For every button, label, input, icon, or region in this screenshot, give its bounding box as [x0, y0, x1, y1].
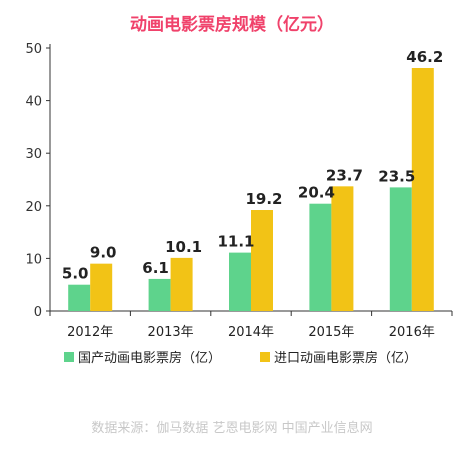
data-label: 19.2	[245, 190, 282, 208]
data-label: 23.7	[326, 166, 363, 184]
bars	[68, 67, 434, 311]
bar-imported	[90, 263, 113, 311]
y-tick-label: 50	[25, 42, 42, 57]
x-category-label: 2015年	[308, 325, 354, 340]
legend-swatch	[260, 352, 270, 362]
y-tick-label: 10	[25, 252, 42, 267]
x-category-label: 2014年	[228, 325, 274, 340]
bar-domestic	[148, 278, 171, 311]
bar-imported	[331, 186, 354, 311]
legend: 国产动画电影票房（亿） 进口动画电影票房（亿）	[64, 350, 417, 366]
source-note: 数据来源：伽马数据 艺恩电影网 中国产业信息网	[91, 420, 372, 436]
x-category-label: 2016年	[389, 325, 435, 340]
axes: 0 10 20 30 40 50 2012年 2013年 2014年 2015年 2016年	[25, 42, 453, 340]
chart-title: 动画电影票房规模（亿元）	[130, 14, 334, 35]
bar-domestic	[389, 187, 412, 311]
data-label: 11.1	[217, 233, 254, 251]
y-tick-label: 40	[25, 95, 42, 110]
data-label: 10.1	[165, 238, 202, 256]
legend-swatch	[64, 352, 74, 362]
y-tick-label: 30	[25, 147, 42, 162]
x-category-label: 2013年	[148, 325, 194, 340]
bar-imported	[170, 257, 193, 311]
bar-imported	[251, 210, 273, 311]
y-tick-label: 0	[34, 305, 42, 320]
bar-imported	[411, 67, 434, 311]
bar-domestic	[309, 203, 332, 311]
data-label: 23.5	[378, 167, 415, 185]
bar-domestic	[229, 252, 251, 311]
data-label: 9.0	[90, 244, 117, 262]
data-labels: 5.0 6.1 11.1 20.4 23.5 9.0 10.1 19.2 23.7 46.2	[62, 48, 443, 283]
legend-label: 国产动画电影票房（亿）	[78, 350, 221, 366]
bar-domestic	[68, 284, 91, 311]
data-label: 6.1	[142, 259, 169, 277]
x-category-label: 2012年	[67, 325, 113, 340]
legend-label: 进口动画电影票房（亿）	[274, 350, 417, 366]
y-tick-label: 20	[25, 200, 42, 215]
data-label: 20.4	[298, 184, 335, 202]
data-label: 46.2	[406, 48, 443, 66]
data-label: 5.0	[62, 265, 89, 283]
